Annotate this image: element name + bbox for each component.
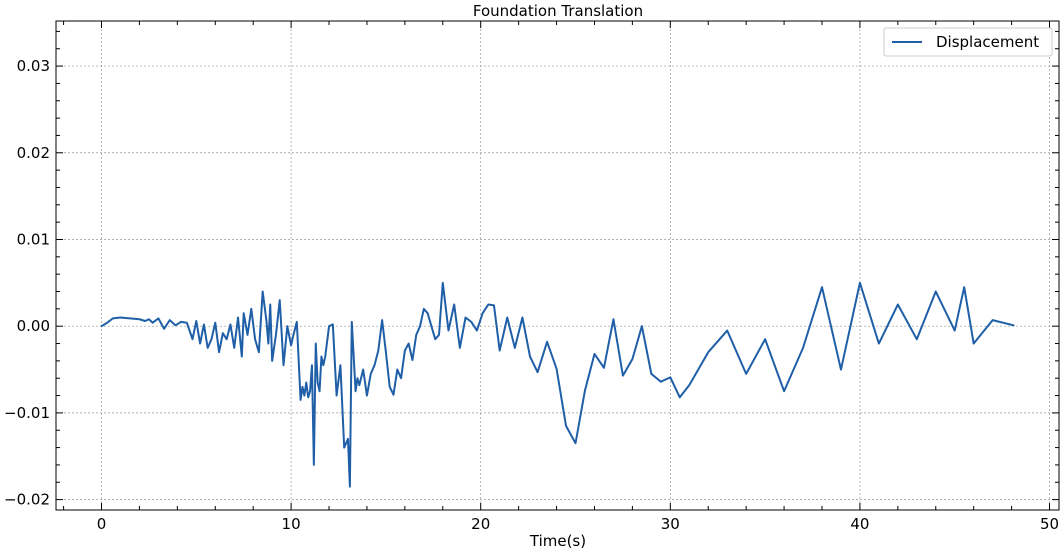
x-tick-label: 40 — [850, 515, 869, 533]
x-tick-label: 0 — [97, 515, 107, 533]
minor-ticks — [56, 21, 1059, 510]
x-tick-label: 20 — [471, 515, 490, 533]
plot-frame — [55, 20, 1060, 511]
y-tick-label: 0.01 — [17, 230, 50, 248]
legend-label: Displacement — [936, 33, 1039, 51]
x-tick-label: 50 — [1040, 515, 1059, 533]
x-tick-labels: 0 10 20 30 40 50 — [97, 515, 1059, 533]
legend-box — [883, 27, 1053, 57]
y-tick-label: −0.01 — [4, 404, 50, 422]
x-tick-label: 10 — [282, 515, 301, 533]
x-axis-title: Time(s) — [529, 532, 586, 550]
series-line-displacement — [100, 281, 1015, 488]
y-tick-label: 0.00 — [17, 317, 50, 335]
grid-lines — [56, 21, 1059, 510]
y-tick-label: −0.02 — [4, 491, 50, 509]
chart-title: Foundation Translation — [473, 2, 643, 20]
x-tick-label: 30 — [661, 515, 680, 533]
legend: Displacement — [883, 27, 1053, 57]
y-tick-label: 0.03 — [17, 57, 50, 75]
y-tick-labels: −0.02 −0.01 0.00 0.01 0.02 0.03 — [4, 57, 50, 509]
major-ticks — [56, 21, 1059, 510]
y-tick-label: 0.02 — [17, 144, 50, 162]
